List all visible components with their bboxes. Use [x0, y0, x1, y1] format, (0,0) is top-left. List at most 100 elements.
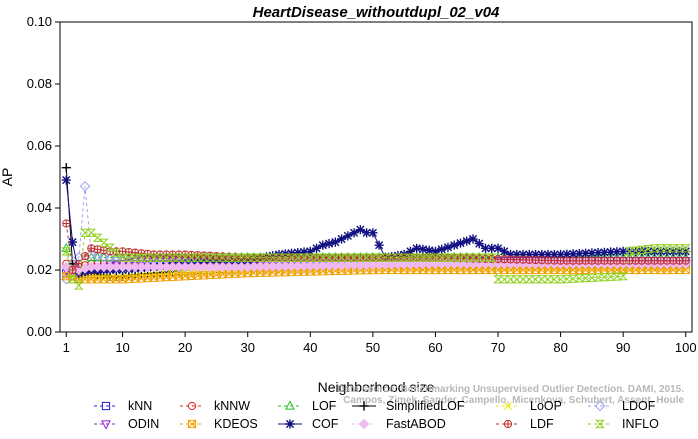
data-point	[142, 253, 153, 262]
data-point	[280, 253, 291, 262]
axes-layer: 1 10 20 30 40 50 60 70 80 90 100 0.00 0.02 0.04 0.06 0.…	[27, 14, 697, 355]
data-point	[143, 273, 152, 283]
data-point	[343, 231, 353, 241]
data-point	[512, 249, 522, 260]
data-point	[568, 274, 578, 283]
data-point	[562, 249, 572, 259]
data-point	[480, 253, 491, 262]
y-tick-label: 0.10	[27, 14, 52, 29]
data-point	[505, 249, 516, 260]
data-point	[285, 400, 295, 410]
data-point	[649, 244, 660, 253]
data-point	[374, 253, 384, 262]
data-point	[499, 246, 509, 256]
data-point	[524, 275, 535, 284]
data-point	[449, 253, 460, 262]
data-point	[430, 246, 441, 256]
data-point	[593, 273, 603, 282]
data-point	[286, 253, 297, 262]
data-point	[117, 253, 128, 262]
data-point	[504, 402, 512, 410]
data-point	[662, 244, 672, 253]
data-point	[101, 401, 111, 411]
data-point	[111, 248, 122, 257]
x-tick-label: 100	[675, 340, 697, 355]
data-point	[530, 275, 541, 284]
data-point	[118, 275, 127, 284]
data-point	[424, 245, 434, 255]
x-tick-label: 90	[616, 340, 630, 355]
data-point	[286, 248, 297, 258]
data-point	[630, 246, 641, 255]
data-point	[599, 247, 609, 257]
y-tick-label: 0.00	[27, 324, 52, 339]
data-point	[336, 234, 347, 244]
data-point	[149, 253, 159, 262]
data-point	[574, 274, 585, 283]
data-point	[149, 273, 158, 282]
data-point	[449, 240, 459, 250]
legend-item: LDF	[496, 417, 554, 431]
data-point	[168, 272, 177, 281]
data-point	[61, 163, 71, 173]
legend-label: LDOF	[622, 399, 656, 413]
data-point	[380, 253, 391, 262]
legend-label: kNN	[128, 399, 152, 413]
data-point	[87, 275, 96, 284]
data-point	[186, 253, 197, 262]
legend-label: LoOP	[530, 399, 562, 413]
data-point	[555, 249, 566, 260]
legend-label: INFLO	[622, 417, 659, 431]
legend-item: ODIN	[94, 417, 159, 431]
data-point	[412, 243, 422, 253]
legend-label: kNNW	[214, 399, 250, 413]
data-point	[487, 243, 497, 253]
data-point	[368, 228, 378, 238]
data-point	[443, 242, 453, 252]
data-point	[299, 253, 309, 262]
data-point	[86, 228, 97, 237]
data-point	[236, 253, 247, 262]
data-point	[242, 253, 253, 262]
data-point	[105, 243, 115, 252]
data-point	[680, 244, 691, 253]
data-point	[361, 253, 372, 262]
data-point	[524, 249, 534, 260]
data-point	[205, 253, 215, 262]
legend-item: INFLO	[588, 417, 659, 431]
data-point	[98, 251, 110, 263]
data-point	[574, 248, 584, 259]
data-point	[643, 246, 653, 256]
data-point	[668, 244, 679, 253]
legend-item: COF	[278, 417, 339, 431]
data-point	[93, 275, 102, 284]
y-tick-label: 0.02	[27, 262, 52, 277]
x-tick-label: 40	[303, 340, 317, 355]
data-point	[474, 253, 485, 262]
data-point	[405, 246, 416, 256]
data-point	[543, 275, 553, 284]
data-point	[537, 275, 547, 284]
data-point	[305, 253, 316, 262]
data-point	[374, 240, 384, 250]
data-point	[61, 175, 71, 185]
x-tick-label: 50	[366, 340, 380, 355]
data-point	[455, 253, 466, 262]
data-point	[418, 253, 428, 262]
data-point	[105, 275, 115, 284]
data-point	[411, 253, 422, 262]
data-point	[180, 253, 190, 262]
data-point	[461, 253, 472, 262]
data-point	[112, 275, 121, 284]
data-point	[543, 249, 553, 260]
legend-label: LOF	[312, 399, 337, 413]
legend-item: kNNW	[180, 399, 250, 413]
watermark-line-1: Data source: Benchmarking Unsupervised O…	[337, 384, 684, 395]
data-point	[330, 237, 340, 247]
data-point	[358, 418, 370, 430]
data-point	[274, 253, 284, 262]
data-point	[92, 233, 103, 242]
x-tick-label: 10	[115, 340, 129, 355]
data-point	[155, 253, 165, 262]
